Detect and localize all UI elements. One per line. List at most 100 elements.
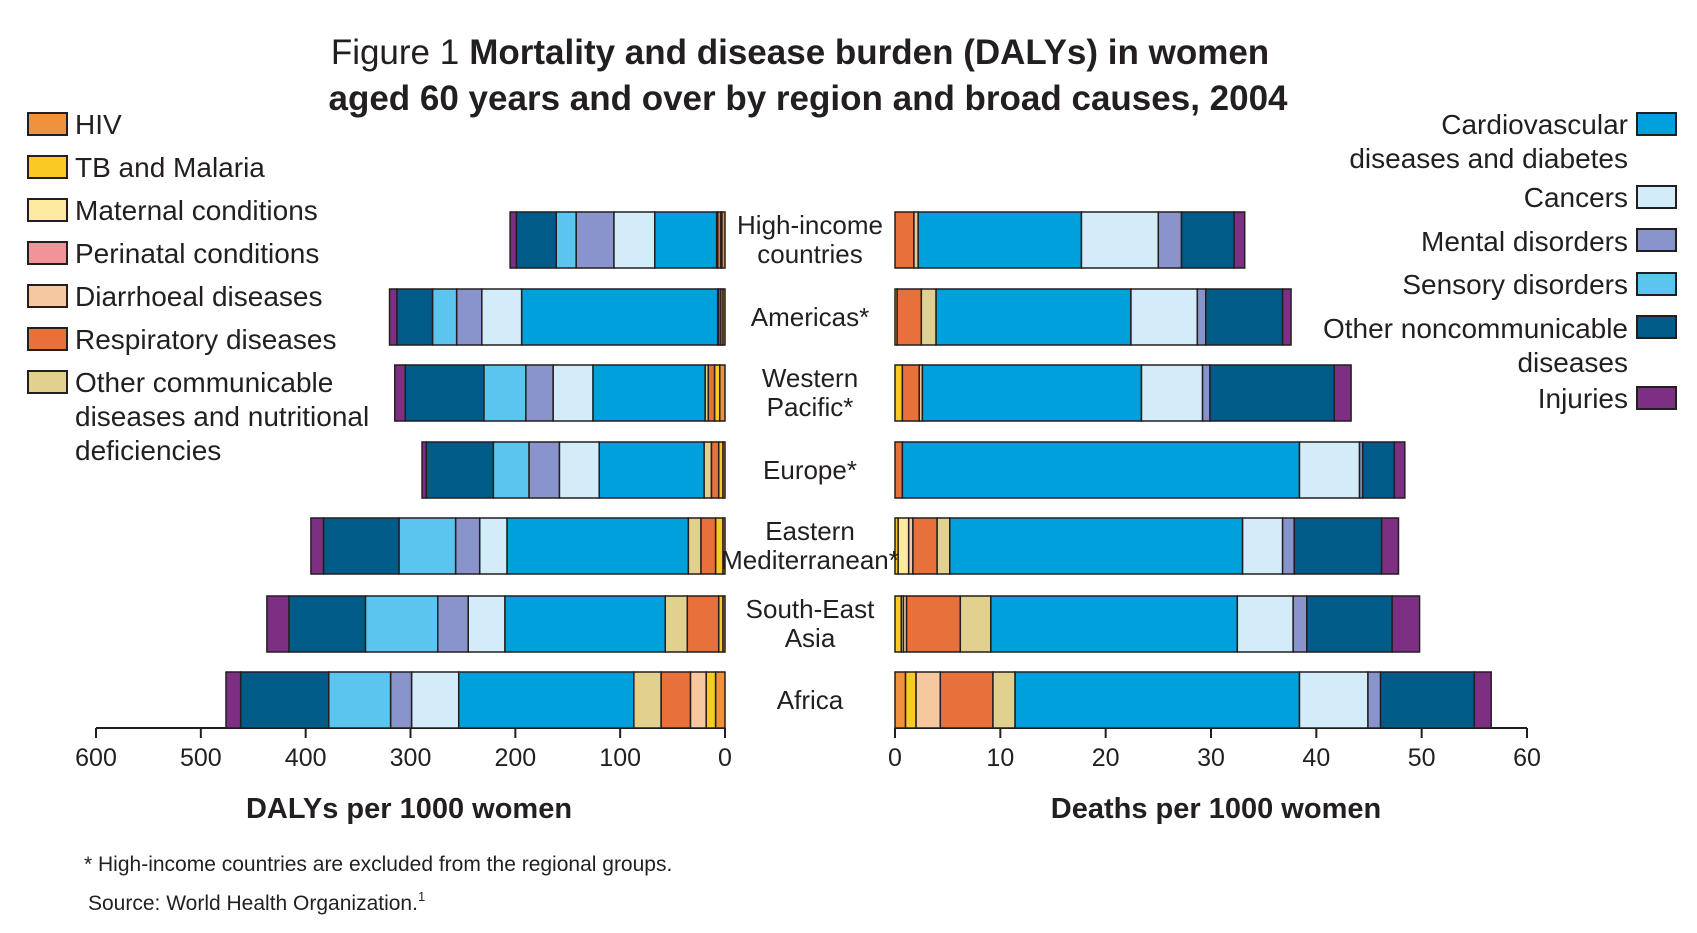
dalys-bar-high-income-countries-sensory-disorders bbox=[555, 211, 577, 269]
deaths-bar-high-income-countries-cardiovascular-diseases-and-diabetes bbox=[917, 211, 1083, 269]
legend-label-cardiovascular-diseases-and-diabetes-line1: Cardiovascular bbox=[1441, 109, 1628, 140]
deaths-bar-americas-cardiovascular-diseases-and-diabetes bbox=[935, 288, 1132, 346]
dalys-bar-africa-cardiovascular-diseases-and-diabetes bbox=[457, 671, 635, 729]
dalys-bar-europe-cancers bbox=[558, 441, 600, 499]
dalys-bar-africa-sensory-disorders bbox=[327, 671, 392, 729]
deaths-tick-label: 40 bbox=[1302, 744, 1330, 772]
deaths-bar-eastern-mediterranean-other-communicable-diseases-and-nutritional-deficiencies bbox=[936, 517, 951, 575]
dalys-bar-south-east-asia-sensory-disorders bbox=[364, 595, 439, 653]
legend-label-tb-and-malaria: TB and Malaria bbox=[75, 152, 265, 183]
dalys-bar-africa-tb-and-malaria bbox=[705, 671, 717, 729]
dalys-bar-africa-other-communicable-diseases-and-nutritional-deficiencies bbox=[633, 671, 662, 729]
deaths-bar-africa-hiv bbox=[894, 671, 907, 729]
dalys-bar-south-east-asia-other-communicable-diseases-and-nutritional-deficiencies bbox=[664, 595, 689, 653]
legend-swatch-respiratory-diseases bbox=[27, 327, 68, 351]
deaths-tick-label: 10 bbox=[986, 744, 1014, 772]
deaths-bar-south-east-asia-other-communicable-diseases-and-nutritional-deficiencies bbox=[959, 595, 992, 653]
deaths-bar-western-pacific-injuries bbox=[1333, 364, 1352, 422]
deaths-bar-americas-other-noncommunicable-diseases bbox=[1204, 288, 1284, 346]
source-note: Source: World Health Organization.1 bbox=[88, 889, 425, 915]
dalys-bar-americas-cancers bbox=[481, 288, 523, 346]
dalys-bar-south-east-asia-injuries bbox=[266, 595, 290, 653]
legend-label-other-noncommunicable-diseases-line1: Other noncommunicable bbox=[1323, 313, 1628, 344]
dalys-bar-western-pacific-tb-and-malaria bbox=[713, 364, 721, 422]
dalys-bar-africa-cancers bbox=[410, 671, 460, 729]
dalys-bar-western-pacific-respiratory-diseases bbox=[707, 364, 716, 422]
dalys-bar-europe-other-communicable-diseases-and-nutritional-deficiencies bbox=[703, 441, 713, 499]
deaths-bar-africa-diarrhoeal-diseases bbox=[915, 671, 942, 729]
deaths-bar-south-east-asia-mental-disorders bbox=[1292, 595, 1308, 653]
dalys-tick-label: 500 bbox=[180, 744, 222, 772]
deaths-bar-high-income-countries-respiratory-diseases bbox=[894, 211, 915, 269]
dalys-bar-africa-hiv bbox=[714, 671, 726, 729]
deaths-bar-europe-injuries bbox=[1393, 441, 1406, 499]
deaths-bar-western-pacific-other-noncommunicable-diseases bbox=[1209, 364, 1335, 422]
dalys-bar-europe-other-noncommunicable-diseases bbox=[425, 441, 495, 499]
deaths-bar-high-income-countries-mental-disorders bbox=[1157, 211, 1183, 269]
dalys-bar-eastern-mediterranean-cardiovascular-diseases-and-diabetes bbox=[506, 517, 690, 575]
legend-left: HIV TB and Malaria Maternal conditions Peri… bbox=[27, 109, 369, 466]
deaths-bar-eastern-mediterranean-respiratory-diseases bbox=[912, 517, 938, 575]
deaths-bar-africa-injuries bbox=[1473, 671, 1492, 729]
legend-swatch-other-noncommunicable-diseases bbox=[1636, 315, 1677, 339]
deaths-axis-title: Deaths per 1000 women bbox=[1051, 793, 1381, 825]
legend-label-perinatal-conditions: Perinatal conditions bbox=[75, 238, 319, 269]
region-label-high-income-countries-line1: High-income bbox=[737, 210, 883, 240]
deaths-bar-africa-other-noncommunicable-diseases bbox=[1379, 671, 1476, 729]
dalys-bar-western-pacific-sensory-disorders bbox=[483, 364, 527, 422]
deaths-bar-western-pacific-cardiovascular-diseases-and-diabetes bbox=[921, 364, 1143, 422]
dalys-bar-high-income-countries-cardiovascular-diseases-and-diabetes bbox=[654, 211, 718, 269]
dalys-bar-europe-respiratory-diseases bbox=[710, 441, 720, 499]
legend-swatch-hiv bbox=[27, 112, 68, 136]
dalys-bar-high-income-countries-mental-disorders bbox=[575, 211, 615, 269]
legend-label-sensory-disorders: Sensory disorders bbox=[1402, 269, 1628, 300]
chart-title-line2: aged 60 years and over by region and bro… bbox=[328, 79, 1288, 118]
legend-label-cancers: Cancers bbox=[1524, 182, 1628, 213]
legend-swatch-sensory-disorders bbox=[1636, 272, 1677, 296]
deaths-bar-high-income-countries-other-noncommunicable-diseases bbox=[1180, 211, 1235, 269]
legend-label-diarrhoeal-diseases: Diarrhoeal diseases bbox=[75, 281, 322, 312]
dalys-bar-europe-cardiovascular-diseases-and-diabetes bbox=[598, 441, 705, 499]
source-text: Source: World Health Organization. bbox=[88, 892, 418, 915]
deaths-bar-south-east-asia-tb-and-malaria bbox=[894, 595, 903, 653]
region-label-south-east-asia-line1: South-East bbox=[746, 594, 875, 624]
dalys-bar-eastern-mediterranean-mental-disorders bbox=[454, 517, 481, 575]
dalys-bar-africa-respiratory-diseases bbox=[660, 671, 692, 729]
deaths-bar-europe-cancers bbox=[1298, 441, 1361, 499]
dalys-tick-label: 600 bbox=[75, 744, 117, 772]
dalys-bar-africa-diarrhoeal-diseases bbox=[689, 671, 707, 729]
deaths-bar-south-east-asia-respiratory-diseases bbox=[905, 595, 962, 653]
dalys-bar-eastern-mediterranean-other-noncommunicable-diseases bbox=[322, 517, 400, 575]
deaths-bar-americas-respiratory-diseases bbox=[896, 288, 923, 346]
dalys-bar-western-pacific-cancers bbox=[552, 364, 594, 422]
legend-label-maternal-conditions: Maternal conditions bbox=[75, 195, 318, 226]
dalys-bar-western-pacific-cardiovascular-diseases-and-diabetes bbox=[592, 364, 706, 422]
deaths-plot: 0 10 20 30 40 50 60 bbox=[888, 211, 1541, 772]
title-text-line1: Mortality and disease burden (DALYs) in … bbox=[469, 33, 1269, 72]
dalys-bar-south-east-asia-cancers bbox=[467, 595, 506, 653]
deaths-bar-western-pacific-tb-and-malaria bbox=[894, 364, 904, 422]
deaths-bar-south-east-asia-injuries bbox=[1391, 595, 1421, 653]
dalys-bar-western-pacific-injuries bbox=[394, 364, 407, 422]
deaths-bar-eastern-mediterranean-mental-disorders bbox=[1281, 517, 1295, 575]
dalys-bar-south-east-asia-cardiovascular-diseases-and-diabetes bbox=[504, 595, 666, 653]
deaths-bar-south-east-asia-other-noncommunicable-diseases bbox=[1306, 595, 1393, 653]
deaths-bar-south-east-asia-cancers bbox=[1236, 595, 1294, 653]
dalys-bar-high-income-countries-injuries bbox=[509, 211, 518, 269]
dalys-bar-africa-mental-disorders bbox=[389, 671, 413, 729]
dalys-bar-europe-mental-disorders bbox=[528, 441, 561, 499]
dalys-tick-label: 400 bbox=[285, 744, 327, 772]
dalys-bar-high-income-countries-cancers bbox=[613, 211, 656, 269]
legend-swatch-cancers bbox=[1636, 185, 1677, 209]
dalys-bar-europe-injuries bbox=[421, 441, 427, 499]
figure-number: Figure 1 bbox=[331, 33, 459, 72]
dalys-bar-europe-sensory-disorders bbox=[492, 441, 530, 499]
dalys-plot: 600 500 400 300 200 100 0 bbox=[75, 211, 732, 772]
region-label-south-east-asia-line2: Asia bbox=[785, 623, 836, 653]
dalys-bar-eastern-mediterranean-sensory-disorders bbox=[398, 517, 457, 575]
dalys-bar-americas-cardiovascular-diseases-and-diabetes bbox=[520, 288, 719, 346]
dalys-bar-high-income-countries-other-noncommunicable-diseases bbox=[515, 211, 557, 269]
dalys-bar-south-east-asia-mental-disorders bbox=[437, 595, 469, 653]
